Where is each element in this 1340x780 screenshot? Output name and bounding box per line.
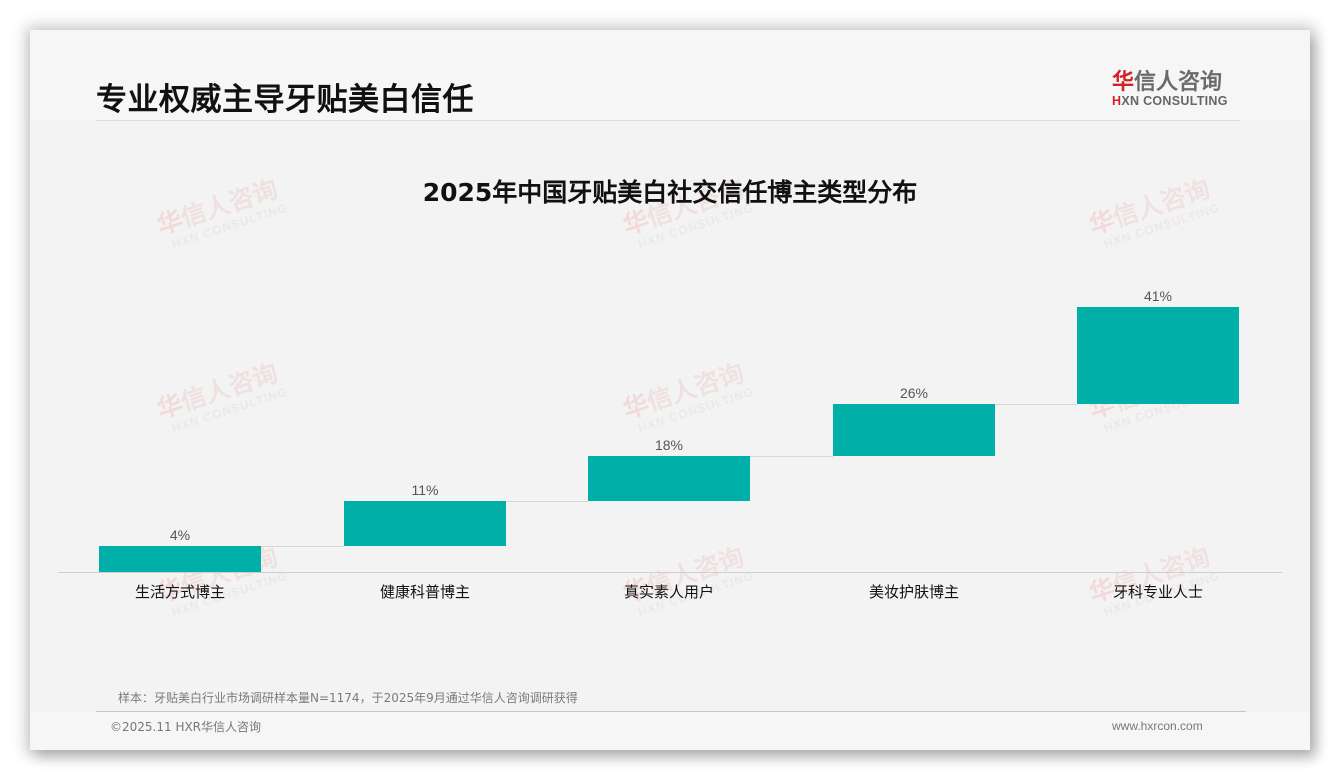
header-divider (96, 120, 1240, 121)
sample-note: 样本：牙贴美白行业市场调研样本量N=1174，于2025年9月通过华信人咨询调研… (118, 691, 578, 705)
company-logo: 华信人咨询 HXN CONSULTING (1108, 64, 1242, 110)
logo-accent-char: 华 (1112, 70, 1135, 95)
category-label: 美妆护肤博主 (868, 583, 959, 601)
data-label: 26% (899, 385, 929, 401)
category-label: 牙科专业人士 (1112, 583, 1203, 601)
footer-divider (96, 711, 1246, 712)
data-label: 41% (1143, 288, 1173, 304)
copyright-text: ©2025.11 HXR华信人咨询 (110, 720, 262, 734)
page-title: 专业权威主导牙贴美白信任 (96, 82, 474, 118)
logo-en-name: XN CONSULTING (1121, 94, 1228, 108)
data-label: 18% (654, 437, 684, 453)
connector-line (506, 501, 588, 502)
category-label: 真实素人用户 (623, 583, 714, 601)
chart-title: 2025年中国牙贴美白社交信任博主类型分布 (422, 178, 918, 207)
logo-en-accent: H (1112, 94, 1122, 108)
category-label: 健康科普博主 (379, 583, 470, 601)
slide: 专业权威主导牙贴美白信任 华信人咨询 HXN CONSULTING 华信人咨询 H… (30, 30, 1310, 750)
bar (344, 501, 506, 546)
logo-english: HXN CONSULTING (1112, 94, 1228, 108)
data-label: 11% (411, 482, 439, 498)
footer-background (30, 712, 1310, 750)
x-axis-line (58, 572, 1282, 573)
logo-name: 信人咨询 (1134, 70, 1223, 95)
logo-chinese: 华信人咨询 (1112, 64, 1222, 96)
waterfall-chart: 4% 生活方式博主 11% 健康科普博主 18% 真实素人用户 26% 美妆护肤博主 41% 牙科… (30, 30, 1310, 750)
bar (833, 404, 995, 456)
connector-line (750, 456, 833, 457)
connector-line (261, 546, 344, 547)
connector-line (995, 404, 1077, 405)
bar (1077, 307, 1239, 404)
data-label: 4% (169, 527, 191, 543)
website-link[interactable]: www.hxrcon.com (1112, 719, 1203, 733)
bar (99, 546, 261, 572)
header-background (30, 30, 1310, 120)
bar (588, 456, 750, 501)
category-label: 生活方式博主 (134, 583, 225, 601)
